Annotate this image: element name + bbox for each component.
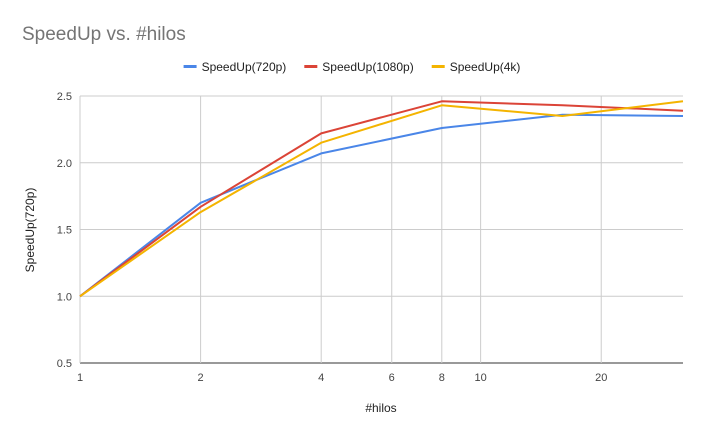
y-tick-label: 0.5: [57, 358, 72, 370]
y-axis-ticks: 0.5 1.0 1.5 2.0 2.5: [57, 91, 72, 370]
x-axis-label: #hilos: [365, 401, 396, 415]
x-tick-label: 20: [595, 372, 607, 384]
legend-label: SpeedUp(720p): [202, 60, 287, 74]
x-tick-label: 2: [198, 372, 204, 384]
y-tick-label: 2.0: [57, 158, 72, 170]
y-tick-label: 2.5: [57, 91, 72, 103]
legend-label: SpeedUp(4k): [450, 60, 521, 74]
legend: SpeedUp(720p) SpeedUp(1080p) SpeedUp(4k): [183, 60, 521, 74]
series-line-3: [79, 100, 684, 298]
gridlines: [79, 95, 683, 364]
legend-label: SpeedUp(1080p): [322, 60, 413, 74]
series-lines: [79, 100, 684, 298]
y-tick-label: 1.0: [57, 291, 72, 303]
legend-swatch: [431, 65, 445, 68]
x-tick-label: 4: [318, 372, 324, 384]
x-tick-label: 6: [389, 372, 395, 384]
series-line-1: [79, 113, 684, 298]
x-tick-label: 8: [439, 372, 445, 384]
y-tick-label: 1.5: [57, 225, 72, 237]
x-tick-label: 10: [474, 372, 486, 384]
chart-title: SpeedUp vs. #hilos: [22, 24, 186, 45]
x-axis-ticks: 1 2 4 6 8 10 20: [77, 372, 607, 384]
legend-swatch: [183, 65, 197, 68]
y-axis-label: SpeedUp(720p): [23, 188, 37, 273]
legend-swatch: [304, 65, 318, 68]
series-line-2: [79, 100, 684, 298]
x-tick-label: 1: [77, 372, 83, 384]
